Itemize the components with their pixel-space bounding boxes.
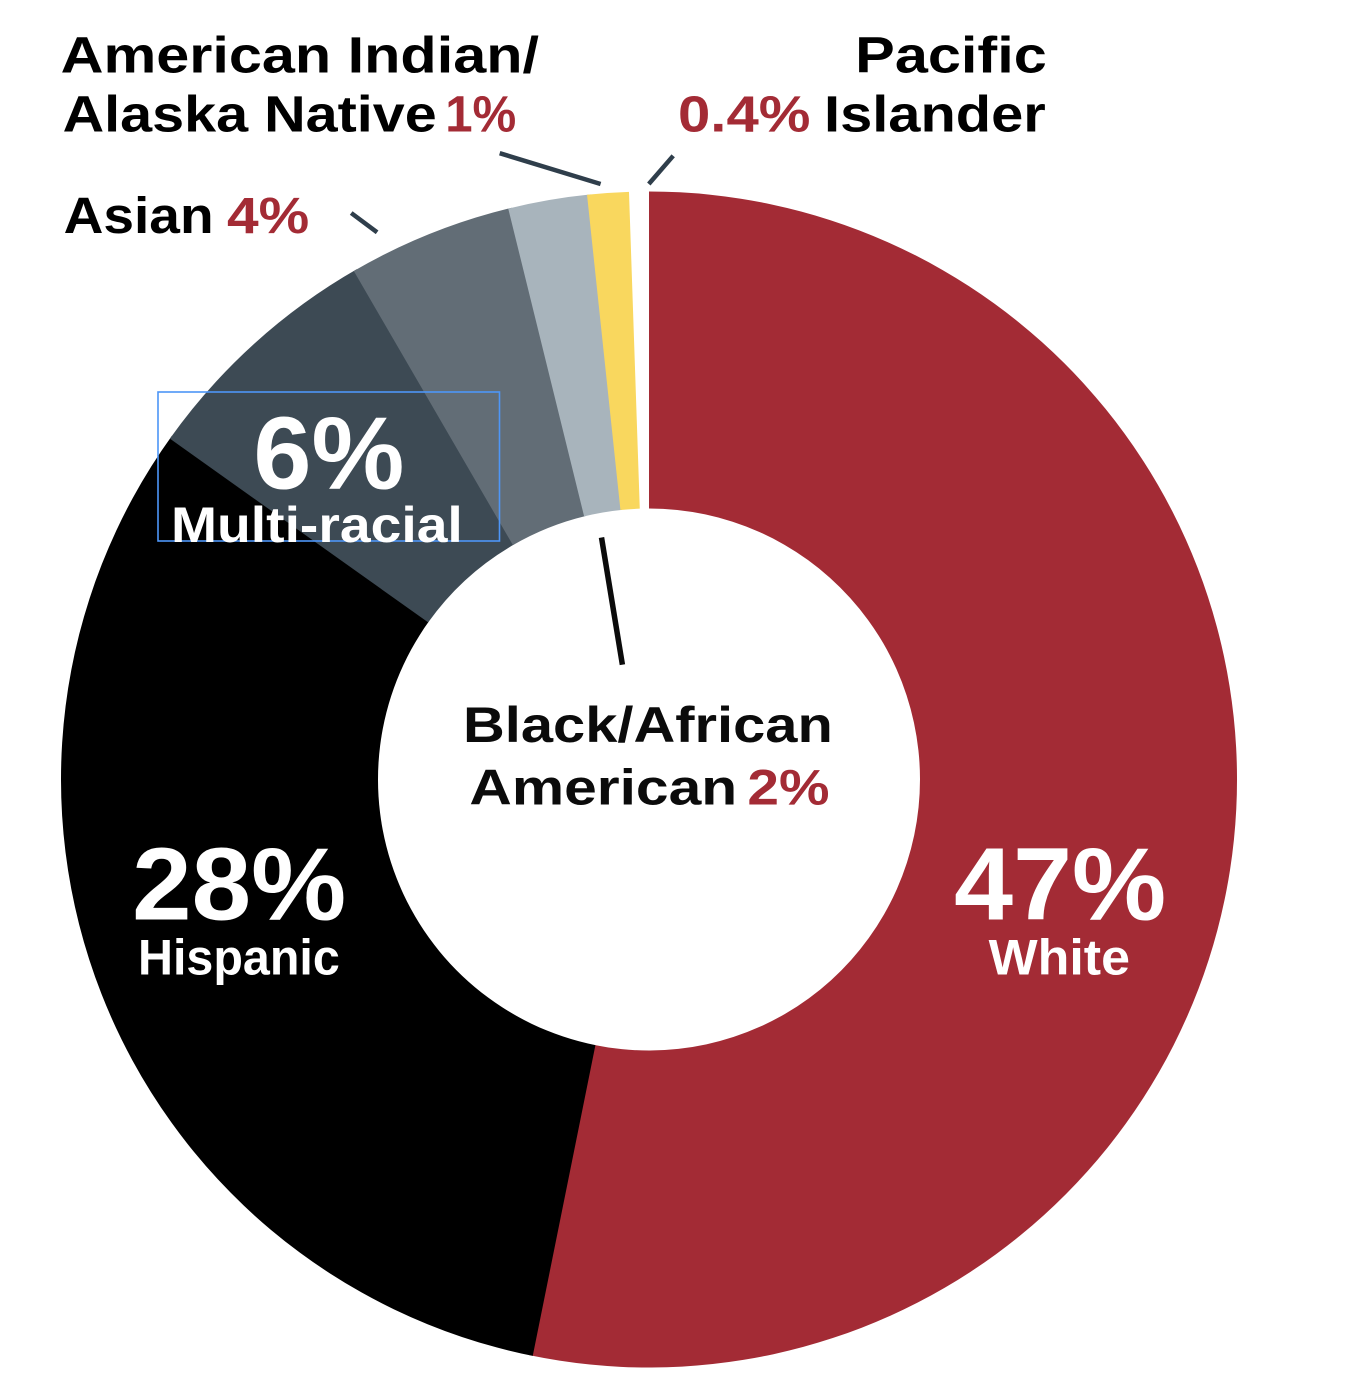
- svg-text:6%: 6%: [253, 396, 404, 511]
- svg-text:White: White: [989, 929, 1130, 985]
- svg-text:Alaska Native: Alaska Native: [63, 86, 437, 143]
- svg-text:4%: 4%: [227, 187, 309, 244]
- svg-text:Multi-racial: Multi-racial: [171, 497, 463, 553]
- svg-text:Hispanic: Hispanic: [138, 929, 340, 985]
- svg-text:American: American: [469, 760, 737, 816]
- svg-text:Pacific: Pacific: [855, 27, 1047, 84]
- svg-text:Asian: Asian: [64, 187, 214, 244]
- svg-text:Black/African: Black/African: [463, 697, 833, 753]
- svg-text:28%: 28%: [132, 827, 346, 942]
- svg-text:2%: 2%: [747, 760, 829, 816]
- svg-text:0.4%: 0.4%: [678, 86, 810, 143]
- svg-text:Islander: Islander: [824, 86, 1046, 143]
- svg-text:47%: 47%: [954, 827, 1166, 942]
- svg-text:American Indian/: American Indian/: [61, 27, 539, 84]
- svg-text:1%: 1%: [445, 86, 516, 143]
